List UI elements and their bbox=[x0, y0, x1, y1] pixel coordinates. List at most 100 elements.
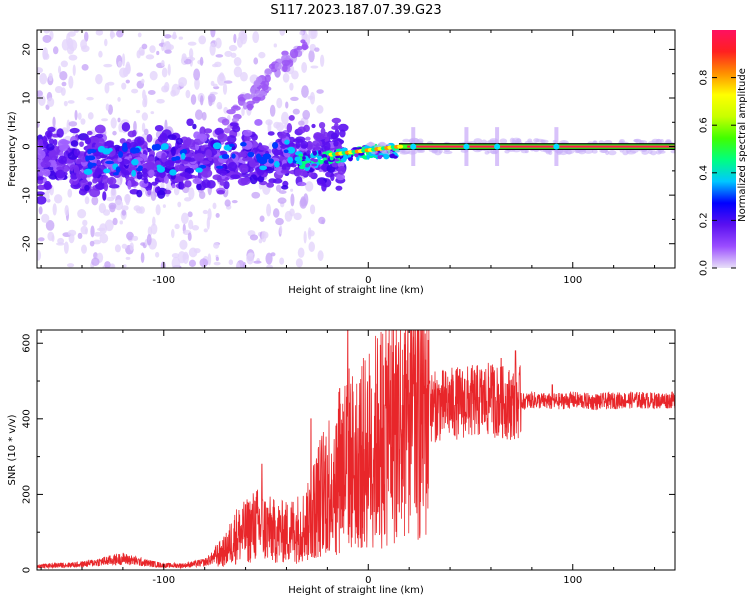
heatmap-cell bbox=[73, 148, 81, 157]
heatmap-cell bbox=[55, 169, 66, 179]
heatmap-cell bbox=[183, 156, 192, 162]
snr-series-line bbox=[37, 330, 675, 570]
heatmap-cell bbox=[311, 123, 316, 129]
heatmap-cell bbox=[308, 171, 315, 178]
heatmap-cell bbox=[249, 234, 259, 241]
heatmap-cell bbox=[67, 229, 77, 237]
heatmap-cell bbox=[53, 46, 59, 55]
heatmap-cell bbox=[171, 256, 181, 268]
heatmap-cell bbox=[325, 171, 334, 178]
heatmap-cell bbox=[67, 100, 75, 104]
heatmap-cell bbox=[310, 30, 318, 39]
heatmap-cell bbox=[124, 193, 131, 204]
heatmap-cell bbox=[84, 196, 90, 205]
heatmap-cell bbox=[121, 205, 129, 211]
heatmap-cell bbox=[247, 151, 255, 158]
heatmap-cell bbox=[242, 102, 248, 110]
heatmap-cell bbox=[337, 123, 349, 132]
heatmap-cell bbox=[102, 209, 111, 216]
heatmap-cell bbox=[37, 121, 40, 129]
heatmap-cell bbox=[157, 189, 166, 199]
heatmap-cell bbox=[305, 136, 311, 141]
heatmap-cell bbox=[247, 103, 253, 111]
heatmap-cell bbox=[167, 134, 177, 141]
heatmap-cell bbox=[147, 189, 152, 196]
heatmap-cell bbox=[224, 50, 233, 57]
heatmap-cell bbox=[281, 185, 289, 190]
heatmap-cell bbox=[266, 264, 273, 268]
heatmap-cell bbox=[302, 156, 306, 160]
x-tick-label: 100 bbox=[563, 575, 582, 586]
heatmap-cell bbox=[199, 258, 209, 268]
heatmap-cell bbox=[286, 146, 296, 154]
y-tick-label: 0 bbox=[22, 567, 33, 573]
heatmap-cell bbox=[258, 157, 268, 165]
heatmap-cell bbox=[89, 240, 95, 247]
snr-x-label: Height of straight line (km) bbox=[288, 585, 424, 596]
heatmap-cell bbox=[118, 151, 124, 158]
heatmap-cell bbox=[212, 83, 218, 88]
y-tick-label: -10 bbox=[22, 187, 33, 203]
heatmap-cell bbox=[57, 138, 69, 149]
heatmap-cell bbox=[121, 210, 127, 216]
heatmap-cell bbox=[104, 38, 108, 47]
heatmap-cell bbox=[223, 80, 233, 84]
heatmap-cell bbox=[116, 30, 124, 38]
heatmap-cell bbox=[499, 138, 508, 144]
heatmap-cell bbox=[318, 159, 324, 163]
heatmap-cell bbox=[122, 142, 128, 148]
heatmap-cell bbox=[540, 139, 549, 144]
heatmap-cell bbox=[37, 158, 42, 168]
heatmap-cell bbox=[254, 119, 263, 126]
heatmap-cell bbox=[321, 144, 327, 154]
heatmap-cell bbox=[316, 105, 324, 114]
heatmap-cell bbox=[279, 257, 285, 265]
heatmap-cell bbox=[209, 42, 216, 56]
heatmap-cell bbox=[90, 225, 95, 238]
heatmap-cell bbox=[164, 34, 172, 39]
heatmap-cell bbox=[151, 144, 157, 151]
heatmap-cell bbox=[292, 108, 300, 115]
heatmap-cell bbox=[217, 105, 223, 110]
heatmap-cell bbox=[181, 212, 189, 225]
ridge-spot bbox=[494, 143, 501, 150]
heatmap-cell bbox=[285, 101, 289, 109]
heatmap-cell bbox=[133, 120, 137, 133]
heatmap-cell bbox=[160, 261, 166, 268]
heatmap-cell bbox=[104, 261, 111, 268]
heatmap-cell bbox=[93, 231, 102, 237]
heatmap-cell bbox=[74, 109, 78, 121]
heatmap-cell bbox=[98, 50, 103, 58]
heatmap-cell bbox=[217, 133, 228, 143]
heatmap-cell bbox=[77, 232, 83, 240]
heatmap-cell bbox=[321, 219, 325, 225]
colorbar-gradient bbox=[712, 30, 736, 268]
heatmap-cell bbox=[280, 169, 290, 174]
heatmap-cell bbox=[641, 150, 649, 155]
heatmap-cell bbox=[132, 235, 139, 241]
heatmap-cell bbox=[299, 170, 308, 177]
heatmap-cell bbox=[311, 163, 318, 167]
heatmap-cell bbox=[310, 153, 314, 159]
heatmap-cell bbox=[37, 249, 42, 261]
heatmap-cell bbox=[163, 175, 169, 184]
heatmap-cell bbox=[87, 112, 94, 120]
heatmap-cell bbox=[329, 155, 334, 161]
heatmap-cell bbox=[281, 50, 289, 56]
heatmap-cell bbox=[249, 174, 258, 185]
heatmap-cell bbox=[80, 118, 86, 125]
heatmap-cell bbox=[308, 144, 319, 149]
heatmap-cell bbox=[179, 181, 185, 190]
heatmap-cell bbox=[139, 49, 145, 56]
heatmap-cell bbox=[240, 141, 247, 147]
heatmap-cell bbox=[54, 194, 63, 204]
ridge-spot bbox=[410, 143, 417, 150]
heatmap-cell bbox=[275, 217, 284, 226]
heatmap-cell bbox=[228, 259, 234, 266]
heatmap-cell bbox=[312, 150, 317, 156]
heatmap-cell bbox=[215, 165, 224, 169]
heatmap-cell bbox=[319, 54, 325, 67]
heatmap-cell bbox=[251, 133, 258, 141]
heatmap-cell bbox=[131, 169, 137, 177]
